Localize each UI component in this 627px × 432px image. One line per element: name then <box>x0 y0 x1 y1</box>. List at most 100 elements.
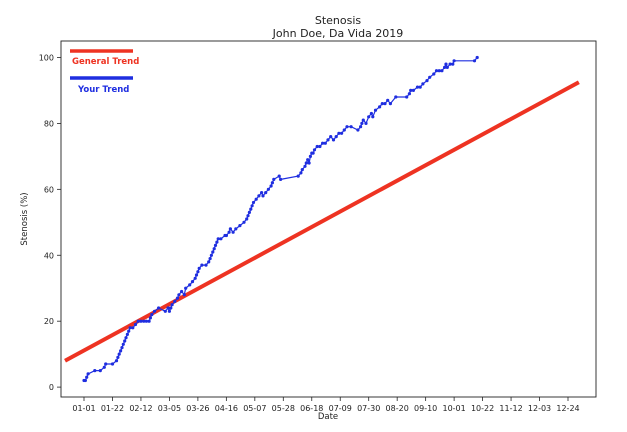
your-trend-point <box>434 69 439 73</box>
your-trend-point <box>340 131 344 135</box>
your-trend-point <box>228 227 232 231</box>
your-trend-point <box>318 144 322 149</box>
your-trend-point <box>207 260 211 264</box>
your-trend-point <box>234 227 238 231</box>
your-trend-point <box>182 293 186 297</box>
your-trend-point <box>250 204 254 208</box>
your-trend-point <box>170 303 174 307</box>
your-trend-point <box>150 313 154 317</box>
y-tick-label: 100 <box>39 53 54 62</box>
your-trend-point <box>315 144 319 149</box>
your-trend-point <box>405 95 409 99</box>
your-trend-point <box>180 289 184 294</box>
your-trend-point <box>213 243 218 247</box>
your-trend-point <box>245 217 249 221</box>
x-tick-label: 07-09 <box>329 404 352 413</box>
your-trend-point <box>452 59 456 63</box>
your-trend-point <box>169 306 173 310</box>
your-trend-point <box>177 293 181 297</box>
your-trend-point <box>123 339 127 343</box>
your-trend-point <box>188 283 192 287</box>
your-trend-point <box>444 62 448 66</box>
your-trend-point <box>231 230 235 234</box>
your-trend-point <box>359 125 363 129</box>
your-trend-point <box>117 352 121 356</box>
your-trend-point <box>380 102 384 106</box>
your-trend-point <box>247 210 251 214</box>
your-trend-point <box>196 270 200 274</box>
x-tick-label: 10-01 <box>442 404 465 413</box>
your-trend-point <box>85 375 89 379</box>
your-trend-point <box>242 220 246 224</box>
your-trend-point <box>208 257 212 261</box>
your-trend-point <box>437 69 441 73</box>
your-trend-point <box>147 319 151 323</box>
your-trend-point <box>121 342 125 346</box>
your-trend-point <box>124 336 128 340</box>
x-tick-label: 10-22 <box>471 404 494 413</box>
x-axis-label: Date <box>318 412 338 422</box>
plot-area: 0 20 40 60 80 100 01-01 01-22 02-12 03-05 03-26 04… <box>39 40 597 413</box>
x-tick-label: 04-16 <box>215 404 238 413</box>
your-trend-point <box>323 141 327 145</box>
your-trend-point <box>296 174 300 178</box>
your-trend-point <box>83 378 87 383</box>
your-trend-point <box>144 319 148 323</box>
your-trend-point <box>246 214 250 218</box>
your-trend-point <box>329 135 333 139</box>
your-trend-point <box>388 102 392 106</box>
your-trend-point <box>345 125 349 129</box>
your-trend-point <box>304 161 308 165</box>
your-trend-point <box>378 105 382 109</box>
x-tick-label: 05-07 <box>243 404 266 413</box>
your-trend-point <box>131 326 135 330</box>
your-trend-point <box>342 128 346 132</box>
your-trend-point <box>415 85 420 89</box>
your-trend-point <box>303 164 307 168</box>
plot-frame <box>60 40 597 398</box>
y-axis-label: Stenosis (%) <box>20 192 30 245</box>
your-trend-point <box>383 102 387 106</box>
y-tick-label: 40 <box>44 251 54 260</box>
your-trend-point <box>432 72 436 76</box>
your-trend-point <box>361 118 365 122</box>
your-trend-point <box>272 177 276 181</box>
your-trend-point <box>216 237 220 241</box>
general-trend-line <box>64 80 580 363</box>
your-trend-point <box>257 194 261 198</box>
x-tick-label: 08-20 <box>386 404 409 413</box>
your-trend-point <box>193 276 197 280</box>
your-trend-point <box>421 82 425 86</box>
your-trend-point <box>128 326 132 330</box>
your-trend-point <box>119 349 123 353</box>
chart-title: Stenosis <box>315 14 362 27</box>
your-trend-point <box>212 247 216 251</box>
your-trend-point <box>369 111 373 116</box>
your-trend-point <box>139 319 143 323</box>
x-tick-label: 01-01 <box>72 404 95 413</box>
your-trend-point <box>204 263 208 267</box>
your-trend-point <box>371 115 375 119</box>
your-trend-point <box>299 171 303 175</box>
your-trend-point <box>102 365 106 369</box>
your-trend-point <box>448 62 452 66</box>
your-trend-point <box>133 322 138 327</box>
your-trend-point <box>238 224 242 228</box>
your-trend-point <box>451 62 455 66</box>
your-trend-point <box>394 95 398 99</box>
your-trend-point <box>227 230 231 234</box>
your-trend-point <box>136 319 140 323</box>
x-tick-label: 05-28 <box>272 404 295 413</box>
your-trend-point <box>152 309 157 313</box>
your-trend-point <box>148 316 152 320</box>
your-trend-point <box>266 187 270 191</box>
your-trend-point <box>337 131 341 135</box>
your-trend-point <box>104 362 108 366</box>
your-trend-point <box>125 332 129 336</box>
x-tick-label: 03-05 <box>158 404 181 413</box>
your-trend-point <box>157 306 161 310</box>
your-trend-point <box>326 138 330 142</box>
your-trend-point <box>409 88 413 92</box>
your-trend-point <box>407 92 411 96</box>
